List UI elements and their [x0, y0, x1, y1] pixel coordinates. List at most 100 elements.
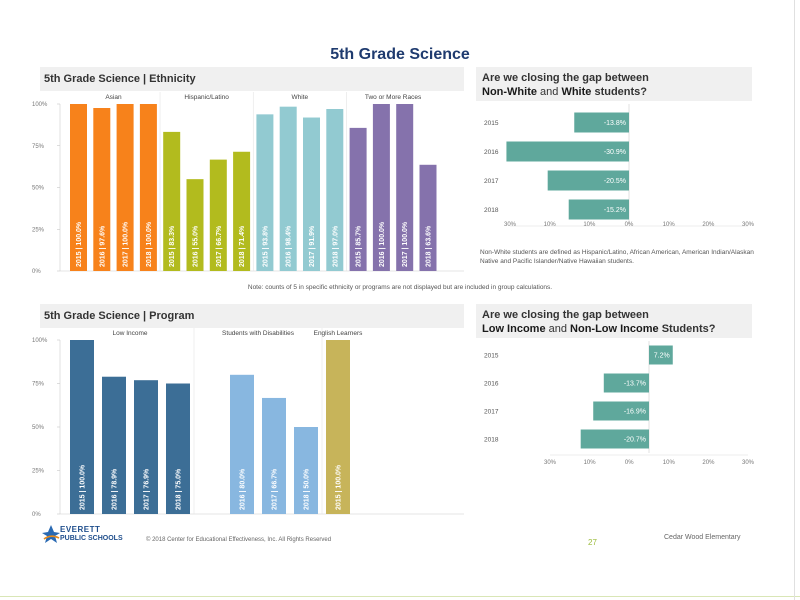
gap-data-label: -20.7% [624, 437, 646, 444]
gap-non-white-chart: 2015 -13.8% 2016 -30.9% 2017 -20.5% 2018 -15.2%… [484, 104, 755, 228]
x-tick-label: 10% [584, 460, 597, 466]
x-tick-label: 20% [702, 222, 715, 228]
gap-question-non-white: Are we closing the gap between Non-White… [476, 67, 752, 101]
gap-low-income-chart: 2015 7.2% 2016 -13.7% 2017 -16.9% 2018 -20.7% 30… [484, 341, 755, 466]
bar-data-label: 2018 | 97.0% [332, 225, 339, 267]
bar-data-label: 2016 | 97.6% [99, 225, 106, 267]
x-tick-label: 10% [663, 460, 676, 466]
gap-data-label: -30.9% [604, 149, 626, 156]
bar [233, 151, 251, 271]
bar [166, 383, 190, 514]
bar-data-label: 2015 | 100.0% [76, 221, 83, 267]
bar [70, 340, 94, 514]
logo-line2: PUBLIC SCHOOLS [60, 535, 123, 542]
bar [326, 109, 344, 271]
gap-data-label: -13.7% [624, 381, 646, 388]
copyright-text: © 2018 Center for Educational Effectiven… [146, 537, 332, 543]
y-tick-label: 50% [32, 186, 45, 192]
group-label: Two or More Races [365, 94, 422, 101]
gap-question-line1: Are we closing the gap between [482, 72, 649, 84]
gap-question-low-income: Are we closing the gap between Low Incom… [476, 304, 752, 338]
category-label: 2016 [484, 381, 499, 388]
ethnicity-definition-note: Non-White students are defined as Hispan… [480, 249, 754, 265]
gap-bar [574, 112, 629, 133]
bar-data-label: 2017 | 91.9% [309, 225, 316, 267]
bar [372, 104, 390, 271]
bar [326, 340, 350, 514]
bar [186, 179, 204, 271]
bar-data-label: 2017 | 76.9% [144, 468, 151, 510]
category-label: 2017 [484, 409, 499, 416]
gap-and: and [536, 86, 562, 98]
gap-data-label: -13.8% [604, 120, 626, 127]
bar-data-label: 2017 | 66.7% [216, 225, 223, 267]
program-panel-title: 5th Grade Science | Program [40, 304, 464, 328]
bar [230, 374, 254, 514]
bar [396, 104, 414, 271]
bar-data-label: 2016 | 55.0% [193, 225, 200, 267]
gap-data-label: 7.2% [654, 353, 670, 360]
gap-data-label: -20.5% [604, 178, 626, 185]
bar-data-label: 2017 | 100.0% [123, 221, 130, 267]
gap-bar [603, 373, 649, 393]
gap-tail: students? [591, 86, 648, 98]
gap-bar [506, 141, 629, 162]
bar-data-label: 2015 | 85.7% [356, 225, 363, 267]
group-label: Students with Disabilities [222, 330, 295, 337]
ethnicity-footnote: Note: counts of 5 in specific ethnicity … [247, 284, 553, 291]
x-tick-label: 20% [702, 460, 715, 466]
x-tick-label: 0% [625, 460, 634, 466]
y-tick-label: 50% [32, 425, 45, 431]
bar-data-label: 2018 | 100.0% [146, 221, 153, 267]
page-number: 27 [588, 538, 597, 547]
bar-data-label: 2015 | 83.3% [169, 225, 176, 267]
y-tick-label: 25% [32, 227, 45, 233]
bottom-rule [0, 596, 800, 597]
bar-data-label: 2017 | 100.0% [402, 221, 409, 267]
y-tick-label: 100% [32, 102, 48, 108]
group-label: Asian [105, 94, 122, 101]
logo-line1: EVERETT [60, 525, 101, 534]
bar [303, 117, 320, 271]
bar [116, 104, 134, 271]
x-tick-label: 10% [663, 222, 676, 228]
page-title: 5th Grade Science [330, 46, 470, 63]
group-label: Low Income [112, 330, 147, 337]
category-label: 2018 [484, 207, 499, 214]
gap-bar [547, 170, 629, 191]
y-tick-label: 0% [32, 512, 41, 518]
x-tick-label: 30% [742, 222, 755, 228]
category-label: 2018 [484, 437, 499, 444]
gap-data-label: -15.2% [604, 207, 626, 214]
gap-group-a: Non-White [482, 86, 537, 98]
bar-data-label: 2016 | 80.0% [240, 468, 247, 510]
logo-mark-icon [42, 525, 60, 543]
bar-data-label: 2016 | 98.4% [286, 225, 293, 267]
bar-data-label: 2018 | 63.6% [426, 225, 433, 267]
gap-question-line2: Non-White and White students? [482, 85, 746, 99]
gap-bar [649, 345, 673, 365]
bar-data-label: 2016 | 100.0% [379, 221, 386, 267]
bar-data-label: 2015 | 100.0% [336, 464, 343, 510]
bar [93, 108, 111, 271]
gap-group-b: Non-Low Income [570, 323, 659, 335]
bar-data-label: 2015 | 93.8% [262, 225, 269, 267]
x-tick-label: 30% [742, 460, 755, 466]
category-label: 2015 [484, 120, 499, 127]
group-label: Hispanic/Latino [184, 94, 229, 101]
bar [349, 127, 367, 271]
gap-data-label: -16.9% [624, 409, 646, 416]
category-label: 2017 [484, 178, 499, 185]
y-tick-label: 0% [32, 269, 41, 275]
ethnicity-panel-title: 5th Grade Science | Ethnicity [40, 67, 464, 91]
gap-and: and [545, 323, 571, 335]
gap-bar [568, 199, 629, 220]
y-tick-label: 75% [32, 382, 45, 388]
bar [256, 114, 274, 271]
gap-tail: Students? [658, 323, 716, 335]
bar-data-label: 2018 | 71.4% [239, 225, 246, 267]
right-rule [794, 0, 795, 600]
y-tick-label: 25% [32, 469, 45, 475]
bar [262, 397, 286, 514]
ethnicity-chart: 0% 25% 50% 75% 100% 2015 | 100.0% 2016 | 97.6%… [32, 92, 464, 275]
